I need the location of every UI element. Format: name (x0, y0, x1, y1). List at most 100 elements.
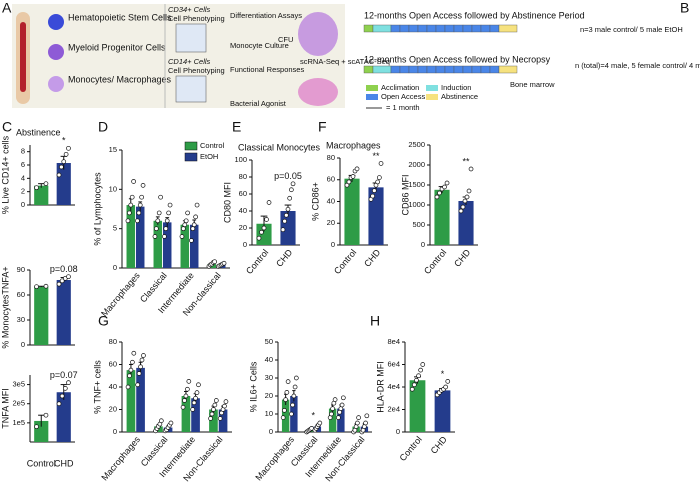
y-axis-label: % TNF+ cells (92, 360, 102, 414)
y-tick-label: 20 (327, 218, 335, 227)
bar (191, 398, 200, 432)
panel-label: A (2, 0, 12, 16)
cd34-cfu: CFU (278, 35, 293, 44)
timeline-segment (480, 24, 491, 33)
timeline-segment (489, 65, 500, 74)
data-point (125, 384, 131, 390)
timeline-segment (471, 24, 482, 33)
y-axis-label: % of Lymphocytes (92, 172, 102, 246)
bar (56, 280, 71, 345)
data-point (339, 402, 345, 408)
legend-swatch (184, 152, 198, 162)
data-point (261, 225, 267, 231)
bar (281, 399, 290, 432)
data-point (180, 404, 186, 410)
y-tick-label: 60 (239, 189, 247, 198)
data-point (56, 401, 62, 407)
data-point (464, 194, 470, 200)
timeline-segment (399, 24, 410, 33)
cell-label: Monocytes/ Macrophages (68, 74, 172, 84)
data-point (183, 218, 189, 224)
legend-swatch (184, 141, 198, 151)
data-point (43, 283, 49, 289)
timeline-segment (408, 24, 419, 33)
cell-label: Hematopoietic Stem Cells (68, 12, 172, 22)
data-point (135, 382, 141, 388)
timeline-segment (462, 65, 473, 74)
data-point (34, 185, 39, 191)
y-tick-label: 0 (269, 427, 273, 436)
data-point (182, 398, 187, 403)
y-tick-label: 80 (327, 153, 335, 162)
timeline-segment (480, 65, 491, 74)
data-point (152, 234, 158, 239)
data-point (191, 400, 197, 406)
sample-size: n=3 male control/ 5 male EtOH (580, 25, 683, 34)
data-point (191, 222, 197, 228)
timeline-segment (390, 65, 401, 74)
cell-label: Myeloid Progenitor Cells (68, 42, 166, 52)
y-tick-label: 0 (21, 340, 25, 349)
y-tick-label: 8e4 (387, 337, 400, 346)
significance: ** (372, 151, 380, 161)
data-point (139, 357, 145, 363)
data-point (444, 180, 450, 186)
bar (181, 396, 191, 432)
x-tick-label: Macrophages (253, 434, 296, 483)
timeline-segment (498, 65, 518, 74)
bar (34, 185, 49, 205)
data-point (375, 179, 381, 185)
data-point (155, 218, 161, 224)
data-point (364, 413, 370, 419)
data-point (190, 407, 196, 412)
bar (290, 396, 298, 432)
data-point (266, 200, 272, 205)
sample-size: n (total)=4 male, 5 female control/ 4 ma… (575, 61, 700, 70)
panel-label: E (232, 119, 241, 135)
legend-swatch (366, 85, 378, 91)
y-tick-label: 3e5 (12, 380, 25, 389)
data-point (181, 226, 186, 232)
data-point (356, 415, 361, 420)
data-point (128, 367, 134, 373)
data-point (162, 234, 167, 239)
bar (162, 222, 172, 268)
panel-label: F (318, 119, 327, 135)
data-point (136, 371, 142, 376)
bar (153, 220, 163, 268)
bar (328, 408, 337, 432)
data-point (289, 411, 294, 417)
data-point (355, 420, 360, 426)
y-axis-label: HLA-DR MFI (375, 361, 385, 413)
cd34-title: CD34+ Cells (168, 5, 211, 14)
x-tick-label: Macrophages (99, 270, 142, 319)
y-tick-label: 0 (113, 263, 117, 272)
y-tick-label: 40 (265, 355, 273, 364)
x-tick-label: Control (398, 434, 424, 463)
data-point (264, 217, 269, 222)
cd14-functional: Functional Responses (230, 65, 304, 74)
y-tick-label: 90 (17, 265, 25, 274)
data-point (363, 420, 368, 426)
significance: p=0.08 (50, 264, 78, 274)
bar (126, 205, 136, 268)
y-tick-label: 0 (421, 240, 425, 249)
data-point (136, 210, 142, 216)
bar (409, 380, 426, 432)
legend-swatch (426, 85, 438, 91)
umap-plot (298, 78, 338, 106)
significance: * (62, 136, 66, 146)
data-point (222, 403, 227, 409)
data-point (167, 202, 173, 208)
y-tick-label: 5 (113, 224, 117, 233)
chart-title: Abstinence (16, 127, 61, 137)
data-point (125, 218, 131, 224)
x-tick-label: CHD (362, 247, 383, 269)
timeline-title: 12-months Open Access followed by Abstin… (364, 10, 585, 20)
y-tick-label: 0 (21, 200, 25, 209)
cell-icon (48, 44, 64, 60)
data-point (163, 226, 169, 232)
data-point (139, 194, 144, 200)
data-point (164, 218, 170, 224)
